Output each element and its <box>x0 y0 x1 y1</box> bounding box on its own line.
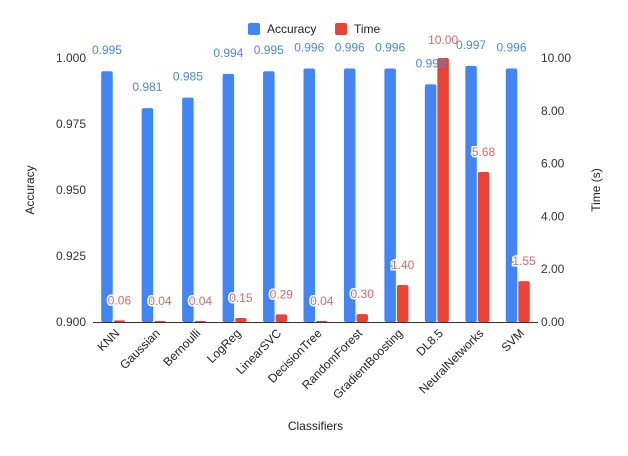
data-label-accuracy: 0.985 <box>173 70 203 84</box>
x-tick-label: KNN <box>95 326 123 354</box>
data-label-accuracy: 0.996 <box>335 41 365 55</box>
x-tick-label: LogReg <box>204 326 244 366</box>
data-label-time: 0.15 <box>229 291 253 305</box>
legend-swatch-accuracy <box>248 23 260 35</box>
data-label-time: 0.30 <box>351 287 375 301</box>
y2-tick-label: 0.00 <box>541 315 565 329</box>
y-axis-title: Accuracy <box>23 165 37 214</box>
x-axis-title: Classifiers <box>288 419 343 433</box>
data-label-accuracy: 0.994 <box>213 46 243 60</box>
bar-accuracy <box>182 97 194 322</box>
x-tick-label: GradientBoosting <box>330 326 405 401</box>
bar-accuracy <box>303 68 315 322</box>
bar-time <box>194 320 207 322</box>
data-label-time: 0.29 <box>270 287 294 301</box>
y2-tick-label: 10.00 <box>541 51 571 65</box>
bar-time <box>356 314 368 322</box>
data-labels: 0.995 0.06 0.981 0.04 0.985 0.04 0.994 0.15 0.99… <box>92 32 538 310</box>
y-tick-label: 0.975 <box>56 117 86 131</box>
data-label-accuracy: 0.990 <box>416 56 446 70</box>
data-label-accuracy: 0.996 <box>375 41 405 55</box>
bar-time <box>437 58 449 322</box>
data-label-time: 0.04 <box>310 294 334 308</box>
bar-accuracy <box>424 84 437 323</box>
data-label-accuracy: 0.995 <box>92 43 122 57</box>
bar-accuracy <box>101 71 113 322</box>
y-axis-left: 0.900 0.925 0.950 0.975 1.000 <box>56 51 86 329</box>
data-label-accuracy: 0.981 <box>132 80 162 94</box>
x-tick-label: Gaussian <box>117 326 163 372</box>
bar-time <box>396 285 409 322</box>
legend-label-accuracy: Accuracy <box>267 22 316 36</box>
y2-axis-title: Time (s) <box>589 168 603 212</box>
bar-time <box>477 172 490 322</box>
bar-accuracy <box>505 68 518 322</box>
x-tick-label: Bernoulli <box>160 326 203 369</box>
bar-accuracy <box>384 68 396 322</box>
data-label-accuracy: 0.996 <box>497 41 527 55</box>
y-tick-label: 0.900 <box>56 315 86 329</box>
y-tick-label: 1.000 <box>56 51 86 65</box>
data-label-time: 0.04 <box>148 294 172 308</box>
bar-time <box>275 314 288 322</box>
data-label-time: 1.40 <box>391 258 415 272</box>
data-label-time: 0.04 <box>189 294 213 308</box>
x-tick-label: DL8.5 <box>413 326 446 359</box>
bar-accuracy <box>222 73 235 322</box>
y-axis-right: 0.00 2.00 4.00 6.00 8.00 10.00 <box>541 51 571 329</box>
data-label-accuracy: 0.997 <box>456 38 486 52</box>
data-label-accuracy: 0.996 <box>294 41 324 55</box>
bar-accuracy <box>465 65 477 323</box>
bar-accuracy <box>343 68 356 322</box>
bar-time <box>316 320 328 322</box>
y2-tick-label: 4.00 <box>541 209 565 223</box>
bar-time <box>154 320 166 322</box>
bar-accuracy <box>141 108 154 322</box>
y-tick-label: 0.925 <box>56 249 86 263</box>
bar-accuracy <box>263 71 275 322</box>
bars <box>101 58 530 323</box>
bar-time <box>518 281 530 322</box>
legend-swatch-time <box>335 23 347 35</box>
data-label-time: 0.06 <box>108 293 132 307</box>
bar-time <box>235 318 247 322</box>
legend: Accuracy Time <box>248 22 381 36</box>
x-tick-label: SVM <box>499 326 527 354</box>
y2-tick-label: 2.00 <box>541 262 565 276</box>
y-tick-label: 0.950 <box>56 183 86 197</box>
bar-time <box>113 320 126 322</box>
data-label-accuracy: 0.995 <box>254 43 284 57</box>
y2-tick-label: 8.00 <box>541 104 565 118</box>
data-label-time: 10.00 <box>428 33 458 47</box>
y2-tick-label: 6.00 <box>541 157 565 171</box>
legend-label-time: Time <box>354 22 381 36</box>
data-label-time: 5.68 <box>472 145 496 159</box>
data-label-time: 1.55 <box>512 254 536 268</box>
